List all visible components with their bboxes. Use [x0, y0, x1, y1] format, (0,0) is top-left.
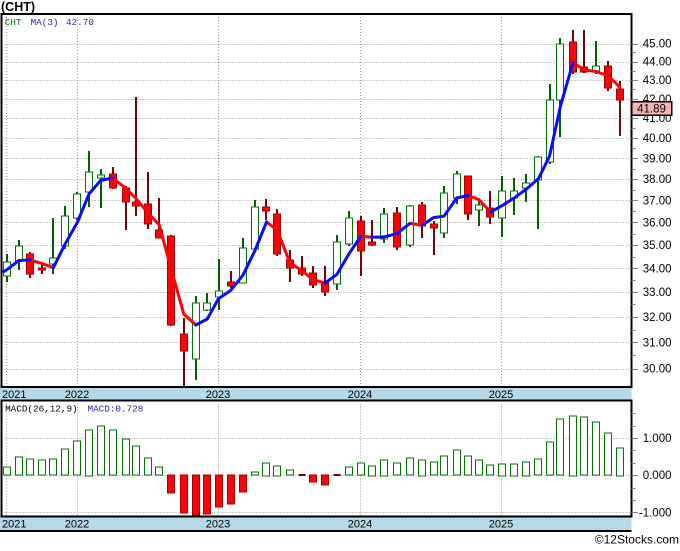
svg-text:2021: 2021: [2, 518, 26, 530]
svg-text:31.00: 31.00: [643, 337, 672, 349]
svg-text:2021: 2021: [2, 389, 26, 401]
svg-text:2022: 2022: [65, 518, 89, 530]
svg-text:45.00: 45.00: [643, 39, 672, 51]
svg-text:2025: 2025: [489, 518, 513, 530]
svg-text:MACD:0.728: MACD:0.728: [88, 404, 144, 415]
svg-text:2022: 2022: [65, 389, 89, 401]
svg-text:30.00: 30.00: [643, 364, 672, 376]
svg-text:38.00: 38.00: [643, 174, 672, 186]
svg-text:36.00: 36.00: [643, 218, 672, 230]
svg-text:39.00: 39.00: [643, 153, 672, 165]
svg-text:35.00: 35.00: [643, 240, 672, 252]
svg-text:34.00: 34.00: [643, 263, 672, 275]
svg-text:2024: 2024: [348, 518, 372, 530]
svg-text:32.00: 32.00: [643, 312, 672, 324]
svg-text:41.00: 41.00: [643, 113, 672, 125]
svg-text:41.89: 41.89: [637, 104, 666, 116]
svg-text:2024: 2024: [348, 389, 372, 401]
svg-text:37.00: 37.00: [643, 196, 672, 208]
svg-text:1.000: 1.000: [643, 433, 672, 445]
svg-text:CHT: CHT: [5, 17, 22, 28]
svg-text:©12Stocks.com: ©12Stocks.com: [595, 533, 679, 547]
svg-text:40.00: 40.00: [643, 133, 672, 145]
svg-text:42.70: 42.70: [66, 17, 94, 28]
svg-text:2025: 2025: [489, 389, 513, 401]
svg-text:33.00: 33.00: [643, 287, 672, 299]
svg-text:-1.000: -1.000: [639, 507, 672, 519]
svg-text:2023: 2023: [206, 389, 230, 401]
svg-text:0.000: 0.000: [643, 470, 672, 482]
svg-text:(CHT): (CHT): [1, 0, 35, 14]
svg-text:44.00: 44.00: [643, 57, 672, 69]
svg-text:MA(3): MA(3): [31, 17, 59, 28]
svg-text:43.00: 43.00: [643, 75, 672, 87]
svg-text:2023: 2023: [206, 518, 230, 530]
svg-text:MACD(26,12,9): MACD(26,12,9): [5, 404, 78, 415]
